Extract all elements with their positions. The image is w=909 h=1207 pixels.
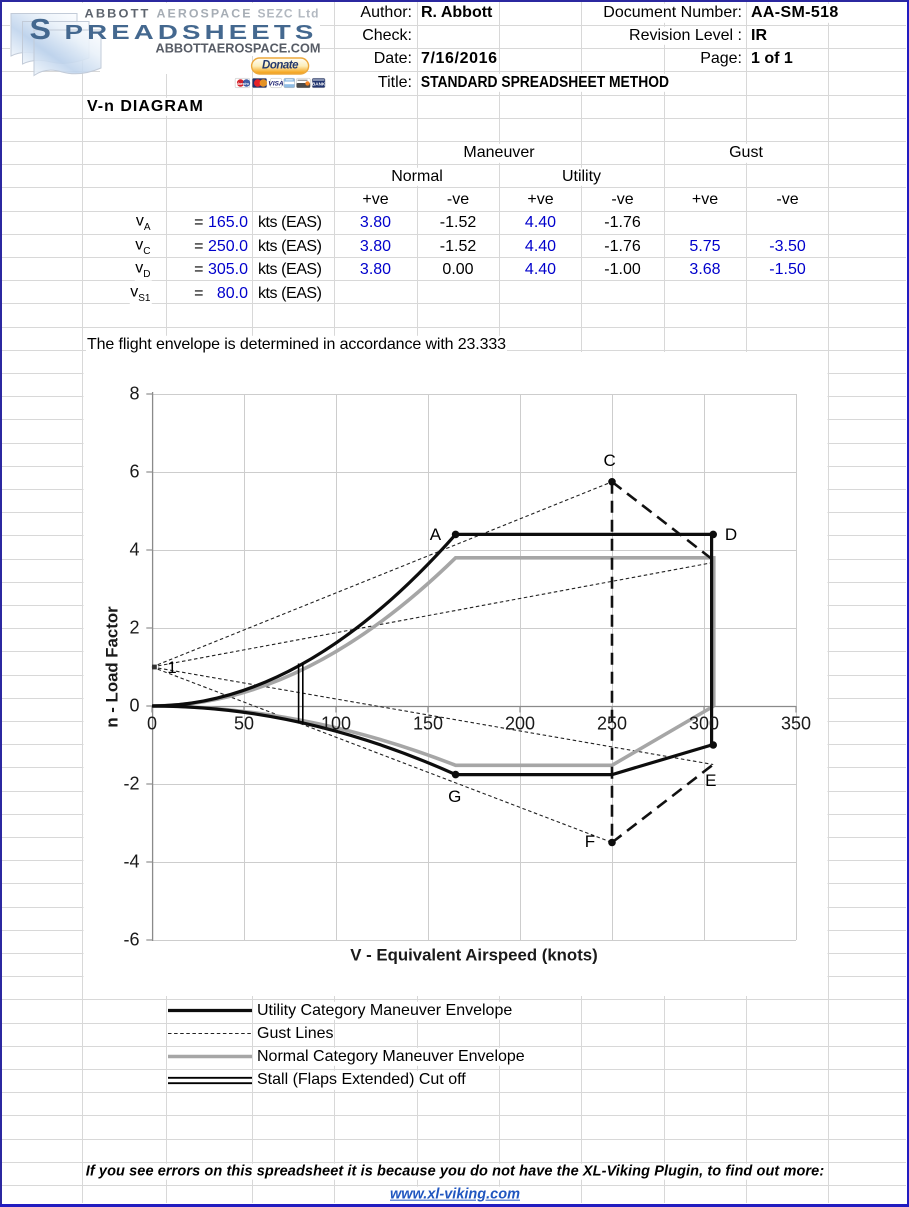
svg-text:S: S (30, 13, 51, 45)
svg-text:PREADSHEETS: PREADSHEETS (65, 21, 318, 43)
svg-text:VISA: VISA (268, 81, 284, 88)
svg-text:Maestro: Maestro (236, 82, 249, 86)
svg-text:AEROSPACE: AEROSPACE (157, 6, 253, 20)
svg-text:ABBOTTAEROSPACE.COM: ABBOTTAEROSPACE.COM (156, 41, 321, 55)
svg-text:ABBOTT: ABBOTT (85, 7, 151, 21)
svg-text:BANK: BANK (312, 81, 326, 86)
svg-text:SEZC Ltd: SEZC Ltd (258, 6, 320, 20)
